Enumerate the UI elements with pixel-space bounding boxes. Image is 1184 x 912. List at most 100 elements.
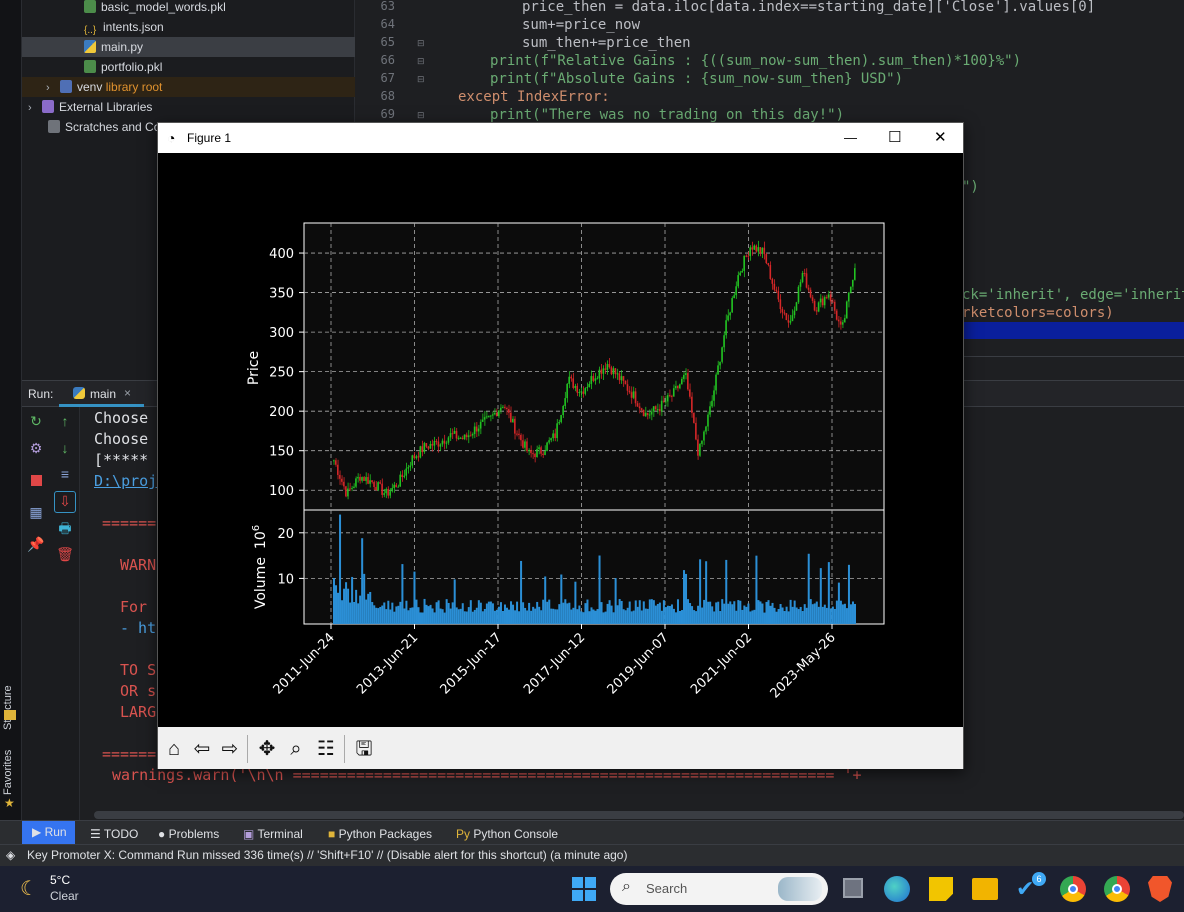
save-icon[interactable]: 🖫	[355, 738, 373, 760]
pin-icon[interactable]: 📌	[27, 536, 45, 552]
volume-bar	[395, 606, 398, 624]
sticky-notes-icon[interactable]	[929, 877, 953, 901]
volume-bar	[707, 601, 710, 624]
candle-body	[445, 442, 448, 444]
fold-icon[interactable]: ⊟	[417, 110, 425, 120]
volume-bar	[389, 609, 392, 624]
windows-start-icon[interactable]	[572, 877, 596, 901]
candle-body	[524, 441, 526, 448]
candle-body	[825, 297, 828, 299]
volume-bar	[847, 564, 850, 624]
stop-icon[interactable]	[27, 472, 45, 490]
home-icon[interactable]: ⌂	[167, 738, 181, 760]
rerun-icon[interactable]: ↻	[30, 413, 42, 429]
candle-body	[672, 388, 675, 397]
volume-bar	[508, 609, 511, 624]
configure-icon[interactable]: ☷	[317, 738, 335, 760]
horizontal-scrollbar[interactable]	[94, 811, 1184, 819]
zoom-icon[interactable]: ⌕	[290, 738, 302, 760]
chrome-profile-icon[interactable]	[1104, 876, 1130, 902]
settings-icon[interactable]: ⚙	[29, 440, 43, 456]
pinned-app-icon[interactable]: ✔	[1016, 876, 1035, 901]
edge-icon[interactable]	[884, 876, 910, 902]
arrow-down-icon[interactable]: ↓	[61, 440, 69, 456]
close-window-icon[interactable]: ✕	[934, 129, 947, 146]
candle-body	[622, 376, 625, 381]
brave-icon[interactable]	[1148, 876, 1172, 902]
volume-bar	[393, 611, 396, 624]
tree-item-basic-model-words[interactable]: basic_model_words.pkl	[84, 0, 355, 17]
soft-wrap-icon[interactable]: ≡	[60, 466, 70, 482]
file-explorer-icon[interactable]	[972, 878, 998, 900]
volume-bar	[475, 607, 478, 624]
candle-body	[546, 442, 548, 452]
pan-icon[interactable]: ✥	[258, 738, 276, 760]
run-tab-main[interactable]: main ×	[59, 381, 144, 407]
volume-bar	[620, 600, 623, 624]
tree-item-scratches[interactable]: Scratches and Co	[48, 117, 355, 137]
fold-icon[interactable]: ⊟	[417, 56, 425, 66]
candle-body	[510, 412, 512, 423]
volume-bar	[699, 559, 702, 624]
candle-body	[558, 422, 560, 424]
candle-body	[805, 273, 808, 288]
volume-bar	[590, 607, 593, 624]
chrome-icon[interactable]	[1060, 876, 1086, 902]
tree-item-main-py[interactable]: main.py	[22, 37, 355, 57]
fold-icon[interactable]: ⊟	[417, 74, 425, 84]
maximize-icon[interactable]: ☐	[888, 129, 902, 146]
volume-bar	[437, 600, 440, 624]
minimize-icon[interactable]: —	[844, 130, 857, 145]
chevron-right-icon[interactable]: ›	[46, 82, 50, 94]
volume-bar	[733, 601, 736, 624]
volume-panel	[303, 509, 885, 625]
print-icon[interactable]: 🖶	[58, 520, 72, 536]
candle-body	[737, 275, 739, 287]
volume-bar	[703, 599, 706, 624]
tree-item-venv[interactable]: › venv library root	[22, 77, 355, 97]
volume-bar	[570, 609, 573, 624]
figure-title-bar[interactable]: ◔ Figure 1 — ☐ ✕	[158, 123, 963, 153]
tab-problems[interactable]: ● Problems	[158, 825, 219, 843]
console-link[interactable]: D:\proj	[94, 472, 158, 490]
forward-icon[interactable]: ⇨	[221, 738, 239, 760]
candle-body	[707, 414, 709, 427]
tree-item-external-libraries[interactable]: › External Libraries	[28, 97, 355, 117]
tab-python-packages[interactable]: ■ Python Packages	[328, 825, 432, 843]
search-box[interactable]: ⌕ Search	[610, 873, 828, 905]
tab-label: TODO	[103, 827, 139, 841]
fold-icon[interactable]: ⊟	[417, 38, 425, 48]
tab-todo[interactable]: ☰ TODO	[90, 825, 138, 843]
volume-bar	[353, 601, 356, 624]
volume-bar	[799, 606, 802, 624]
tree-item-intents-json[interactable]: {..} intents.json	[84, 17, 355, 37]
scroll-to-end-icon[interactable]: ⇩	[54, 491, 76, 513]
arrow-up-icon[interactable]: ↑	[61, 413, 69, 429]
tab-terminal[interactable]: ▣ Terminal	[243, 825, 303, 843]
tab-python-console[interactable]: Py Python Console	[456, 825, 558, 843]
candlestick-chart[interactable]: 2011-Jun-24 2013-Jun-21 2015-Jun-17 2017-Ju…	[158, 153, 963, 727]
layout-icon[interactable]: ▦	[29, 504, 43, 520]
matplotlib-figure-window[interactable]: ◔ Figure 1 — ☐ ✕ 2011-Jun-24 2013-Jun-21 2…	[157, 122, 964, 769]
console-link[interactable]: - ht	[120, 619, 157, 637]
terminal-icon: ▣	[243, 827, 258, 841]
volume-bar	[415, 599, 418, 624]
weather-condition[interactable]: Clear	[50, 889, 79, 903]
tree-item-portfolio-pkl[interactable]: portfolio.pkl	[84, 57, 355, 77]
chevron-right-icon[interactable]: ›	[28, 102, 32, 114]
weather-temperature[interactable]: 5°C	[50, 873, 71, 887]
tree-item-label: intents.json	[103, 20, 164, 34]
volume-bar	[600, 602, 603, 624]
volume-bar	[381, 605, 384, 624]
status-message[interactable]: Key Promoter X: Command Run missed 336 t…	[27, 848, 628, 862]
favorites-side-tab[interactable]: Favorites	[2, 745, 20, 795]
candle-body	[648, 414, 651, 416]
back-icon[interactable]: ⇦	[193, 738, 211, 760]
volume-bar	[825, 607, 828, 624]
tab-run[interactable]: ▶ Run	[22, 821, 75, 844]
trash-icon[interactable]: 🗑	[56, 546, 74, 562]
task-view-icon[interactable]	[843, 878, 863, 898]
volume-bar	[701, 607, 704, 624]
close-icon[interactable]: ×	[124, 386, 132, 400]
candle-body	[455, 430, 458, 439]
